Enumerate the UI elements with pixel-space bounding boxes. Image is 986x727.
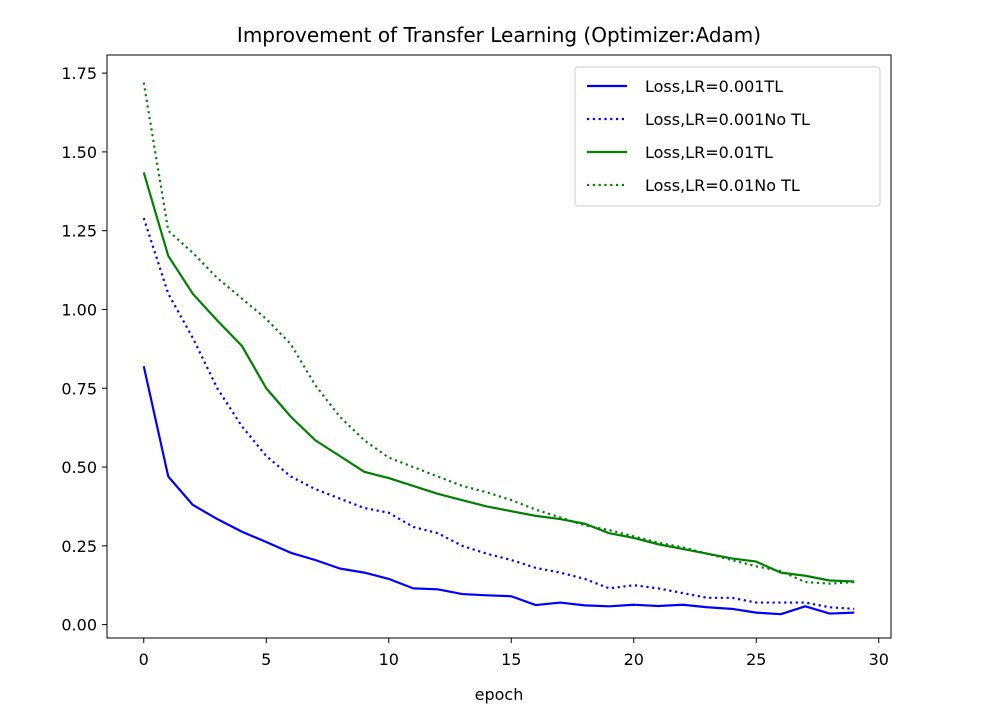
legend-label-1: Loss,LR=0.001TL — [645, 77, 783, 96]
x-axis: 0 5 10 15 20 25 30 — [139, 638, 889, 669]
series-line-1 — [142, 365, 855, 616]
x-axis-label: epoch — [475, 685, 524, 704]
x-tick-label: 15 — [501, 650, 521, 669]
legend-box — [574, 66, 881, 207]
legend: Loss,LR=0.001TL Loss,LR=0.001No TL Loss,LR… — [574, 66, 881, 207]
y-tick-label: 0.50 — [61, 458, 97, 477]
y-tick-label: 0.25 — [61, 537, 97, 556]
series-line-3 — [142, 172, 855, 583]
x-tick-label: 25 — [746, 650, 766, 669]
x-tick-label: 5 — [261, 650, 271, 669]
legend-label-2: Loss,LR=0.001No TL — [645, 110, 810, 129]
legend-label-4: Loss,LR=0.01No TL — [645, 176, 800, 195]
y-tick-label: 1.00 — [61, 300, 97, 319]
y-tick-label: 0.00 — [61, 616, 97, 635]
y-tick-label: 1.25 — [61, 222, 97, 241]
chart-title: Improvement of Transfer Learning (Optimi… — [237, 23, 761, 47]
series-line-4 — [142, 82, 855, 585]
x-tick-label: 20 — [624, 650, 644, 669]
x-tick-label: 0 — [139, 650, 149, 669]
plot-area — [142, 82, 855, 616]
x-tick-label: 10 — [379, 650, 399, 669]
y-tick-label: 0.75 — [61, 379, 97, 398]
y-axis: 0.00 0.25 0.50 0.75 1.00 1.25 1.50 1.75 — [61, 64, 107, 635]
y-tick-label: 1.50 — [61, 143, 97, 162]
x-tick-label: 30 — [869, 650, 889, 669]
legend-label-3: Loss,LR=0.01TL — [645, 143, 773, 162]
plot-frame — [106, 54, 892, 639]
y-tick-label: 1.75 — [61, 64, 97, 83]
